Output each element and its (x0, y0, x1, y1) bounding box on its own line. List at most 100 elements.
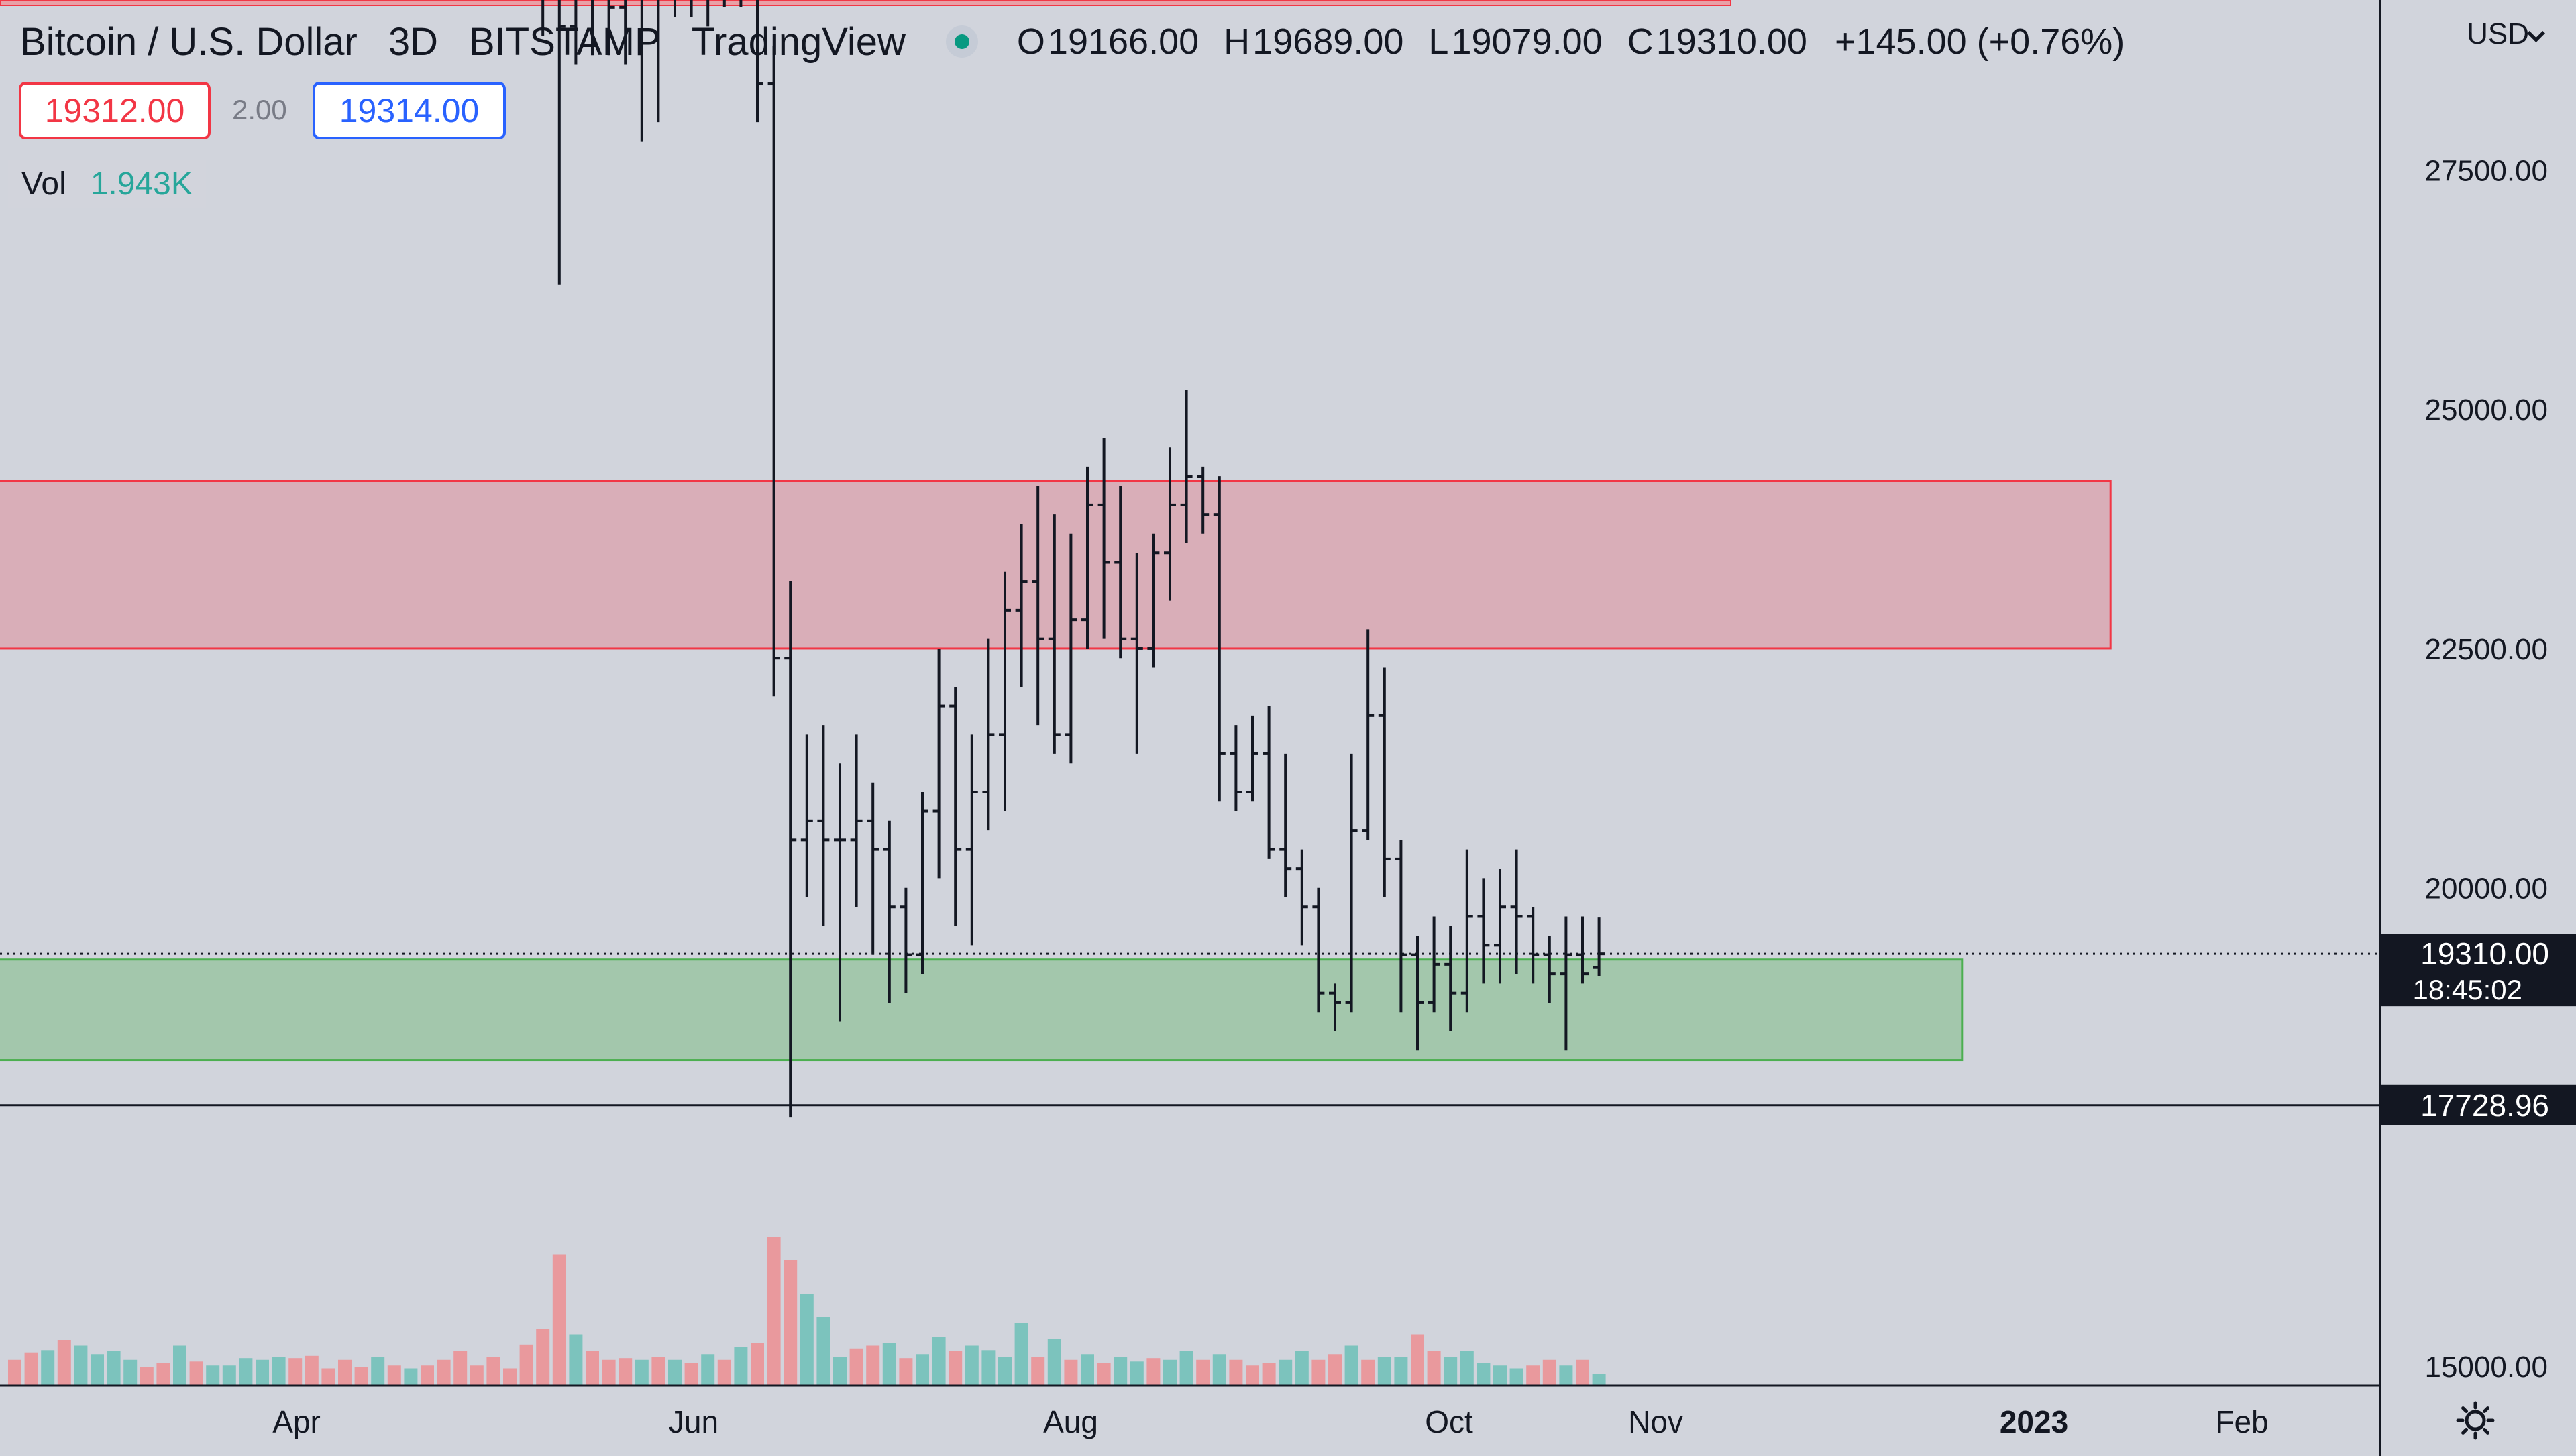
volume-bar (916, 1354, 929, 1386)
volume-bar (140, 1367, 154, 1386)
ohlc-bar (640, 0, 643, 142)
ohlc-bar (570, 0, 578, 65)
volume-bar (486, 1357, 500, 1386)
volume-bar (222, 1365, 236, 1386)
ohlc-bar (850, 734, 863, 907)
x-tick-label: Jun (669, 1404, 718, 1439)
volume-bar (305, 1355, 319, 1386)
ohlc-bar (867, 782, 879, 955)
ohlc-bar (1032, 486, 1044, 726)
sell-price-button[interactable]: 19312.00 (19, 82, 211, 139)
ohlc-values: O19166.00 H19689.00 L19079.00 C19310.00 … (1017, 21, 2125, 62)
volume-bar (354, 1367, 368, 1386)
volume-bar (899, 1358, 913, 1386)
ohlc-bar (834, 763, 846, 1022)
ohlc-bar (1576, 916, 1589, 984)
volume-bar (1196, 1359, 1210, 1386)
ohlc-bar (1460, 849, 1473, 1013)
ohlc-bar (1295, 849, 1308, 946)
volume-bar (1212, 1354, 1226, 1386)
ohlc-bar (1114, 486, 1127, 659)
volume-bar (189, 1361, 203, 1386)
volume-bar (784, 1260, 798, 1386)
gear-icon[interactable] (2455, 1400, 2496, 1441)
volume-bar (882, 1343, 896, 1386)
ohlc-bar (784, 581, 797, 1118)
volume-bar (1477, 1363, 1491, 1386)
currency-selector[interactable]: USD (2467, 17, 2529, 50)
ohlc-bar (1065, 533, 1077, 764)
x-tick-label: Feb (2215, 1404, 2268, 1439)
ohlc-bar (1378, 667, 1391, 897)
volume-bar (437, 1359, 451, 1386)
ohlc-bar (1147, 533, 1160, 668)
close-value: 19310.00 (1656, 21, 1807, 62)
ohlc-bar (817, 725, 830, 926)
ohlc-bar (800, 734, 813, 897)
volume-bar (816, 1317, 830, 1386)
volume-legend[interactable]: Vol 1.943K (8, 160, 206, 208)
volume-bar (1493, 1365, 1507, 1386)
ohlc-bar (1510, 849, 1523, 974)
volume-bar (602, 1359, 616, 1386)
volume-bar (849, 1348, 863, 1386)
volume-bar (734, 1347, 748, 1386)
ohlc-bar (1130, 553, 1143, 754)
volume-bar (321, 1368, 335, 1386)
volume-bar (751, 1343, 764, 1386)
ohlc-bar (657, 0, 660, 123)
volume-bar (800, 1294, 814, 1386)
volume-bar (1246, 1365, 1259, 1386)
volume-bar (1229, 1359, 1243, 1386)
timeframe-label[interactable]: 3D (388, 19, 438, 64)
price-marker-label-1: 19310.00 (2420, 936, 2549, 971)
ohlc-bar (1279, 753, 1292, 897)
volume-bar (1081, 1354, 1094, 1386)
volume-bar (1411, 1334, 1424, 1386)
volume-bar (1427, 1351, 1441, 1386)
volume-bar (519, 1344, 533, 1386)
ohlc-bar (756, 0, 763, 123)
exchange-label: BITSTAMP (468, 19, 661, 64)
ohlc-bar (982, 638, 995, 831)
volume-bar (387, 1365, 401, 1386)
y-tick-label: 20000.00 (2424, 873, 2548, 905)
y-tick-label: 27500.00 (2424, 154, 2548, 187)
ohlc-bar (1527, 907, 1540, 984)
ohlc-bar (1312, 887, 1325, 1013)
volume-bar (1394, 1357, 1408, 1386)
volume-bar (1130, 1361, 1144, 1386)
volume-bar (206, 1365, 220, 1386)
ohlc-bar (1494, 869, 1506, 984)
buy-price-button[interactable]: 19314.00 (313, 82, 506, 139)
market-status-icon[interactable] (945, 25, 978, 58)
volume-bar (833, 1357, 847, 1386)
volume-bar (256, 1359, 269, 1386)
source-label: TradingView (691, 19, 906, 64)
volume-bar (1559, 1365, 1573, 1386)
volume-bar (1295, 1351, 1309, 1386)
ohlc-bar (932, 648, 945, 879)
ohlc-bar (965, 734, 978, 946)
ohlc-bar (1015, 524, 1028, 687)
ohlc-bar (1329, 983, 1341, 1031)
volume-bar (421, 1365, 434, 1386)
volume-bar (1361, 1359, 1375, 1386)
x-tick-label: Apr (272, 1404, 321, 1439)
high-label: H (1224, 21, 1250, 62)
volume-bar (1444, 1357, 1458, 1386)
market-open-dot (954, 34, 969, 49)
symbol-name[interactable]: Bitcoin / U.S. Dollar (20, 19, 358, 64)
ohlc-bar (1560, 916, 1572, 1051)
volume-bar (503, 1368, 517, 1386)
ohlc-bar (619, 0, 627, 65)
volume-bar (668, 1359, 682, 1386)
spread-value: 2.00 (232, 94, 287, 125)
ohlc-bar (999, 571, 1011, 811)
volume-bar (1179, 1351, 1193, 1386)
ohlc-bar (1593, 917, 1605, 976)
price-lines-layer (0, 952, 2380, 1107)
